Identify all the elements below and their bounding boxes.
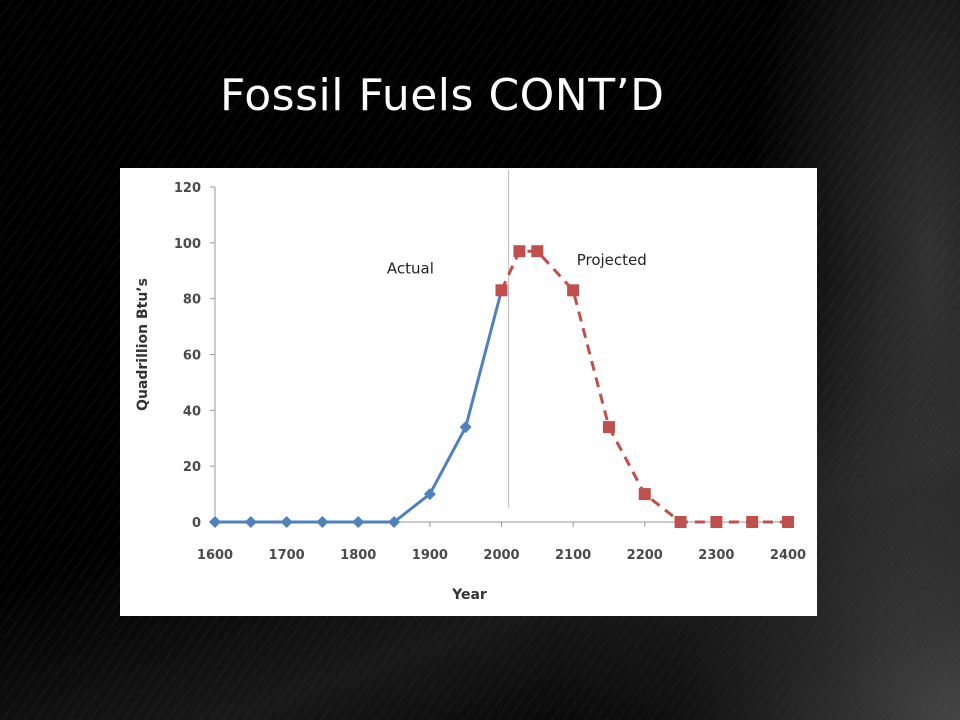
data-point-projected xyxy=(531,245,544,258)
data-point-projected xyxy=(710,516,723,528)
chart-panel: 0 20 40 60 80 100 120 1600 1700 1800 1900 2000 2100 2… xyxy=(120,168,817,616)
data-point-projected xyxy=(638,488,651,501)
series-line-projected xyxy=(500,249,788,524)
data-point-projected xyxy=(674,516,687,528)
data-point-actual xyxy=(316,516,329,528)
x-tick-label: 1600 xyxy=(197,548,233,563)
y-tick-label: 60 xyxy=(183,349,201,364)
data-point-projected xyxy=(495,284,508,297)
y-axis-label: Quadrillion Btu’s xyxy=(135,278,151,411)
data-point-projected xyxy=(513,245,526,258)
x-tick-label: 2400 xyxy=(770,548,806,563)
annotation-actual: Actual xyxy=(387,260,434,278)
data-point-projected xyxy=(746,516,759,528)
slide-title: Fossil Fuels CONT’D xyxy=(220,70,665,121)
x-tick-label: 1800 xyxy=(340,548,376,563)
data-point-projected xyxy=(602,421,615,434)
x-tick-label: 2000 xyxy=(483,548,519,563)
x-tick-label: 2200 xyxy=(627,548,663,563)
y-tick-label: 20 xyxy=(183,460,201,475)
x-axis-label: Year xyxy=(451,587,487,603)
y-tick-label: 120 xyxy=(174,181,201,196)
y-tick-label: 100 xyxy=(174,237,201,252)
data-point-actual xyxy=(423,488,436,501)
x-tick-label: 2100 xyxy=(555,548,591,563)
y-tick-label: 0 xyxy=(192,516,201,531)
y-tick-label: 80 xyxy=(183,293,201,308)
data-point-actual xyxy=(459,421,472,434)
data-point-actual xyxy=(388,516,401,528)
x-tick-label: 1700 xyxy=(269,548,305,563)
x-tick-label: 2300 xyxy=(698,548,734,563)
x-tick-label: 1900 xyxy=(412,548,448,563)
fossil-fuel-chart: 0 20 40 60 80 100 120 1600 1700 1800 1900 2000 2100 2… xyxy=(135,170,806,603)
data-point-actual xyxy=(244,516,257,528)
data-point-actual xyxy=(209,516,221,528)
annotation-projected: Projected xyxy=(577,251,647,269)
series-line-actual xyxy=(215,289,503,524)
data-point-projected xyxy=(782,516,794,528)
y-tick-label: 40 xyxy=(183,404,201,419)
data-point-actual xyxy=(352,516,365,528)
data-point-actual xyxy=(280,516,293,528)
data-point-projected xyxy=(567,284,580,297)
